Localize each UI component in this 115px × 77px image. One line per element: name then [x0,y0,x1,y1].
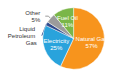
svg-text:Natural Gas: Natural Gas [76,36,108,42]
svg-text:5%: 5% [32,17,41,23]
svg-text:Petroleum: Petroleum [8,33,37,39]
svg-text:Gas: Gas [26,40,37,46]
svg-text:25%: 25% [50,45,63,51]
svg-text:Liquid: Liquid [19,26,37,32]
svg-text:Other: Other [25,10,40,16]
svg-text:11%: 11% [62,22,74,28]
svg-text:Fuel Oil: Fuel Oil [57,15,78,21]
svg-text:57%: 57% [86,43,99,49]
svg-text:Electricity: Electricity [43,38,69,44]
